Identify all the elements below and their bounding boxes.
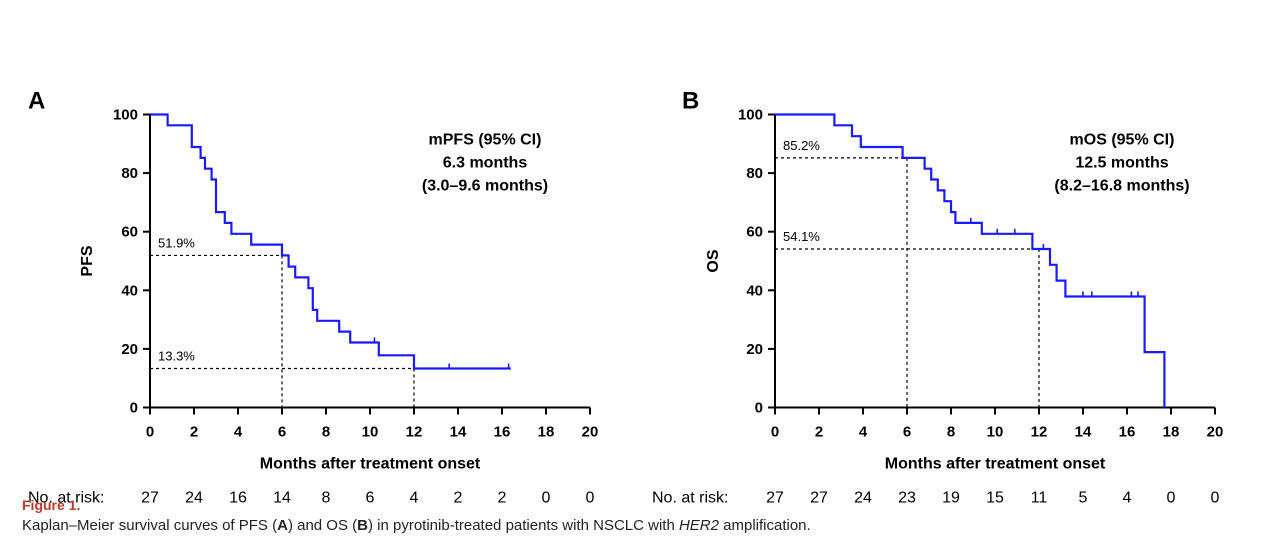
y-tick-label: 40	[121, 282, 138, 299]
x-tick-label: 8	[322, 424, 330, 441]
at-risk-label: No. at risk:	[652, 490, 728, 507]
caption-text-part: Kaplan–Meier survival curves of PFS (	[22, 517, 278, 534]
x-tick-label: 8	[947, 424, 955, 441]
caption-text-part: HER2	[678, 517, 719, 534]
at-risk-count: 0	[1211, 490, 1220, 507]
x-tick-label: 18	[538, 424, 555, 441]
at-risk-count: 11	[1031, 490, 1048, 507]
y-tick-label: 80	[746, 165, 763, 182]
reference-label: 51.9%	[158, 235, 195, 250]
at-risk-count: 0	[542, 490, 551, 507]
at-risk-label: No. at risk:	[28, 490, 104, 507]
median-annotation-line: 12.5 months	[1075, 155, 1168, 172]
reference-label: 85.2%	[783, 138, 820, 153]
y-tick-label: 0	[755, 400, 763, 417]
x-tick-label: 0	[146, 424, 154, 441]
survival-curve	[150, 113, 511, 370]
x-tick-label: 2	[190, 424, 198, 441]
x-tick-label: 18	[1163, 424, 1180, 441]
caption-title: Figure 1.	[22, 497, 81, 513]
at-risk-count: 4	[410, 490, 419, 507]
x-tick-label: 12	[1031, 424, 1048, 441]
x-tick-label: 0	[771, 424, 779, 441]
at-risk-count: 0	[586, 490, 595, 507]
at-risk-count: 24	[185, 490, 203, 507]
at-risk-count: 15	[986, 490, 1004, 507]
y-tick-label: 80	[121, 165, 138, 182]
at-risk-count: 4	[1123, 490, 1132, 507]
at-risk-count: 24	[854, 490, 872, 507]
caption-text: Kaplan–Meier survival curves of PFS (A) …	[22, 517, 1252, 534]
y-axis-title: PFS	[79, 245, 96, 276]
median-annotation-line: (3.0–9.6 months)	[422, 178, 548, 195]
median-annotation-line: 6.3 months	[443, 155, 528, 172]
at-risk-count: 14	[273, 490, 291, 507]
reference-label: 13.3%	[158, 349, 195, 364]
y-tick-label: 20	[746, 341, 763, 358]
median-annotation-line: mOS (95% CI)	[1070, 132, 1175, 149]
x-tick-label: 6	[903, 424, 911, 441]
x-tick-label: 10	[987, 424, 1004, 441]
x-tick-label: 2	[815, 424, 823, 441]
y-tick-label: 40	[746, 282, 763, 299]
at-risk-count: 8	[322, 490, 331, 507]
y-tick-label: 0	[130, 400, 138, 417]
x-tick-label: 16	[494, 424, 511, 441]
caption-text-part: ) in pyrotinib-treated patients with NSC…	[368, 517, 679, 534]
y-tick-label: 60	[746, 224, 763, 241]
panel-letter: A	[28, 88, 45, 115]
at-risk-count: 6	[366, 490, 375, 507]
caption-text-part: A	[277, 517, 288, 534]
x-axis-title: Months after treatment onset	[885, 456, 1106, 473]
caption-text-part: B	[357, 517, 368, 534]
panel-letter: B	[682, 88, 699, 115]
median-annotation-line: mPFS (95% CI)	[429, 132, 542, 149]
x-axis-title: Months after treatment onset	[260, 456, 481, 473]
x-tick-label: 4	[234, 424, 243, 441]
x-tick-label: 20	[1207, 424, 1224, 441]
x-tick-label: 16	[1119, 424, 1136, 441]
at-risk-count: 5	[1079, 490, 1088, 507]
at-risk-count: 0	[1167, 490, 1176, 507]
caption-text-part: ) and OS (	[287, 517, 358, 534]
y-tick-label: 20	[121, 341, 138, 358]
x-tick-label: 10	[362, 424, 379, 441]
x-tick-label: 6	[278, 424, 286, 441]
x-tick-label: 20	[582, 424, 599, 441]
x-tick-label: 4	[859, 424, 868, 441]
median-annotation-line: (8.2–16.8 months)	[1054, 178, 1189, 195]
caption-text-part: amplification.	[718, 517, 811, 534]
x-tick-label: 14	[450, 424, 467, 441]
at-risk-count: 27	[141, 490, 159, 507]
at-risk-count: 23	[898, 490, 916, 507]
reference-label: 54.1%	[783, 229, 820, 244]
y-tick-label: 100	[738, 107, 763, 124]
at-risk-count: 27	[810, 490, 828, 507]
at-risk-count: 16	[229, 490, 247, 507]
x-tick-label: 14	[1075, 424, 1092, 441]
y-tick-label: 100	[113, 107, 138, 124]
figure-caption: Figure 1. Kaplan–Meier survival curves o…	[22, 497, 1252, 534]
survival-curve	[775, 113, 1166, 408]
y-tick-label: 60	[121, 224, 138, 241]
x-tick-label: 12	[406, 424, 423, 441]
at-risk-count: 2	[498, 490, 507, 507]
at-risk-count: 2	[454, 490, 463, 507]
at-risk-count: 27	[766, 490, 784, 507]
y-axis-title: OS	[705, 249, 722, 272]
at-risk-count: 19	[942, 490, 960, 507]
